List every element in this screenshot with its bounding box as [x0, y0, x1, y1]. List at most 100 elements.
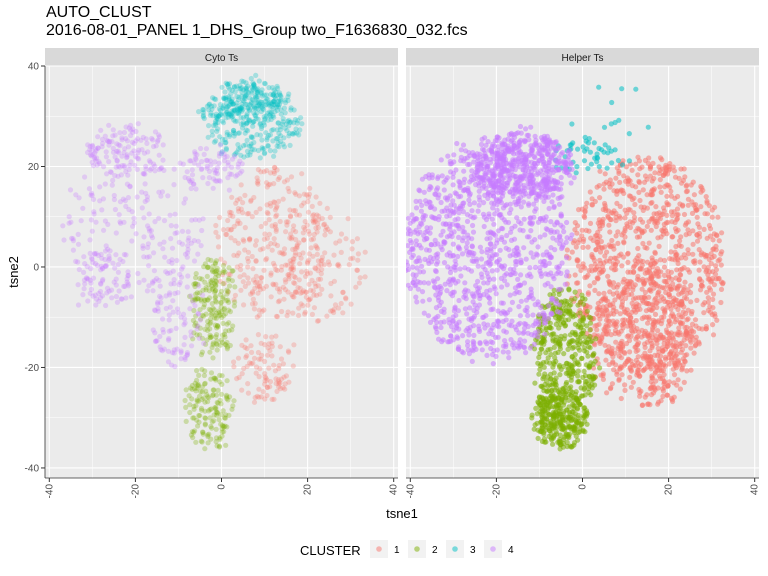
data-point — [251, 83, 257, 90]
data-point — [336, 263, 342, 269]
data-point — [255, 102, 261, 108]
data-point — [577, 402, 584, 408]
data-point — [262, 102, 268, 108]
data-point — [685, 316, 691, 322]
data-point — [539, 339, 545, 345]
data-point — [336, 305, 342, 311]
data-point — [143, 166, 149, 172]
data-point — [265, 352, 271, 358]
data-point — [288, 231, 294, 237]
data-point — [337, 238, 343, 244]
data-point — [124, 154, 130, 160]
data-point — [256, 386, 262, 392]
data-point — [90, 152, 96, 158]
data-point — [298, 301, 304, 307]
data-point — [209, 277, 215, 283]
data-point — [244, 101, 250, 107]
data-point — [224, 339, 230, 346]
series-cluster-4 — [60, 121, 245, 370]
data-point — [302, 311, 308, 317]
data-point — [241, 98, 247, 104]
data-point — [580, 317, 586, 323]
data-point — [215, 244, 222, 250]
data-point — [282, 287, 288, 293]
data-point — [668, 357, 674, 363]
data-point — [483, 260, 489, 266]
data-point — [259, 137, 265, 143]
data-point — [195, 423, 201, 429]
data-point — [113, 282, 119, 288]
x-tick-label: 20 — [303, 484, 314, 496]
data-point — [362, 274, 368, 280]
data-point — [229, 268, 235, 274]
data-point — [615, 240, 621, 246]
data-point — [106, 122, 112, 128]
data-point — [331, 309, 337, 316]
data-point — [144, 254, 150, 260]
data-point — [636, 340, 642, 346]
data-point — [305, 260, 311, 266]
data-point — [234, 106, 240, 112]
data-point — [165, 270, 171, 276]
data-point — [114, 157, 120, 163]
data-point — [189, 382, 195, 389]
data-point — [92, 150, 98, 156]
data-point — [109, 139, 115, 145]
data-point — [232, 292, 238, 298]
data-point — [576, 418, 582, 424]
data-point — [87, 237, 93, 243]
data-point — [263, 92, 270, 98]
data-point — [236, 374, 242, 380]
data-point — [569, 232, 575, 238]
data-point — [523, 126, 529, 132]
data-point — [239, 371, 245, 377]
data-point — [213, 334, 219, 340]
data-point — [271, 99, 277, 105]
data-point — [657, 216, 664, 222]
data-point — [267, 109, 273, 115]
data-point — [580, 261, 586, 267]
data-point — [215, 324, 221, 330]
data-point — [655, 220, 661, 226]
data-point — [613, 323, 619, 329]
data-point — [114, 141, 120, 147]
data-point — [229, 108, 235, 114]
data-point — [173, 223, 179, 229]
data-point — [306, 281, 312, 287]
data-point — [291, 342, 297, 348]
data-point — [289, 264, 295, 270]
data-point — [543, 325, 549, 331]
data-point — [182, 397, 188, 404]
data-point — [665, 383, 671, 389]
data-point — [230, 213, 236, 219]
data-point — [197, 317, 203, 323]
data-point — [191, 429, 197, 435]
data-point — [241, 238, 247, 244]
data-point — [515, 276, 521, 282]
data-point — [306, 231, 312, 237]
data-point — [214, 115, 220, 122]
data-point — [190, 415, 196, 421]
data-point — [120, 196, 126, 202]
data-point — [640, 207, 646, 213]
data-point — [262, 115, 268, 121]
data-point — [169, 245, 176, 251]
data-point — [555, 395, 561, 401]
data-point — [259, 99, 265, 105]
data-point — [694, 238, 701, 244]
data-point — [213, 409, 219, 415]
data-point — [289, 130, 295, 137]
data-point — [292, 250, 299, 256]
data-point — [278, 99, 284, 105]
data-point — [207, 112, 214, 118]
data-point — [293, 289, 299, 295]
data-point — [152, 278, 158, 284]
data-point — [264, 392, 270, 399]
data-point — [262, 374, 268, 380]
data-point — [535, 427, 541, 433]
data-point — [566, 317, 572, 323]
data-point — [677, 238, 683, 244]
data-point — [268, 240, 274, 247]
data-point — [290, 293, 296, 300]
data-point — [270, 99, 276, 105]
